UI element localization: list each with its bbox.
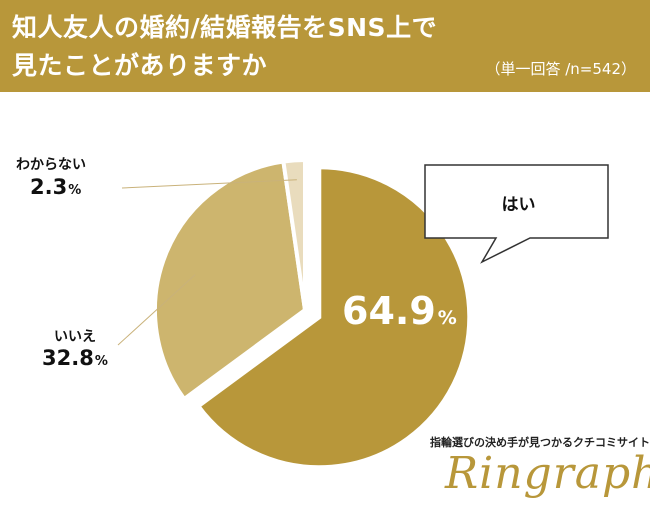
header-banner: 知人友人の婚約/結婚報告をSNS上で 見たことがありますか （単一回答 /n=5… bbox=[0, 0, 650, 92]
brand-logo: Ringraph bbox=[445, 448, 650, 499]
chart-subtitle: （単一回答 /n=542） bbox=[485, 60, 636, 78]
slice-label-unknown: わからない bbox=[16, 157, 86, 173]
chart-title-line-1: 知人友人の婚約/結婚報告をSNS上で bbox=[12, 13, 438, 42]
slice-label-no: いいえ bbox=[54, 329, 96, 345]
slice-value-yes-number: 64.9 bbox=[342, 289, 436, 333]
percent-sign: % bbox=[437, 307, 457, 329]
chart-title-line-2: 見たことがありますか bbox=[12, 51, 268, 80]
pie-slice-yes bbox=[195, 165, 472, 470]
slice-label-yes: はい bbox=[501, 194, 536, 215]
leader-line-no bbox=[117, 274, 196, 346]
pie-slice-unknown bbox=[281, 157, 307, 311]
slice-value-no-number: 32.8 bbox=[42, 346, 94, 370]
callout-bubble bbox=[424, 164, 609, 264]
leader-line-unknown bbox=[121, 179, 297, 189]
percent-sign: % bbox=[94, 354, 108, 369]
slice-value-unknown-number: 2.3 bbox=[30, 175, 68, 199]
pie-slice-no bbox=[153, 159, 308, 402]
percent-sign: % bbox=[68, 183, 82, 198]
slice-value-unknown: 2.3% bbox=[30, 175, 81, 199]
slice-value-no: 32.8% bbox=[42, 346, 108, 370]
slice-value-yes: 64.9% bbox=[342, 289, 457, 333]
brand-tagline: 指輪選びの決め手が見つかるクチコミサイト bbox=[430, 436, 650, 449]
